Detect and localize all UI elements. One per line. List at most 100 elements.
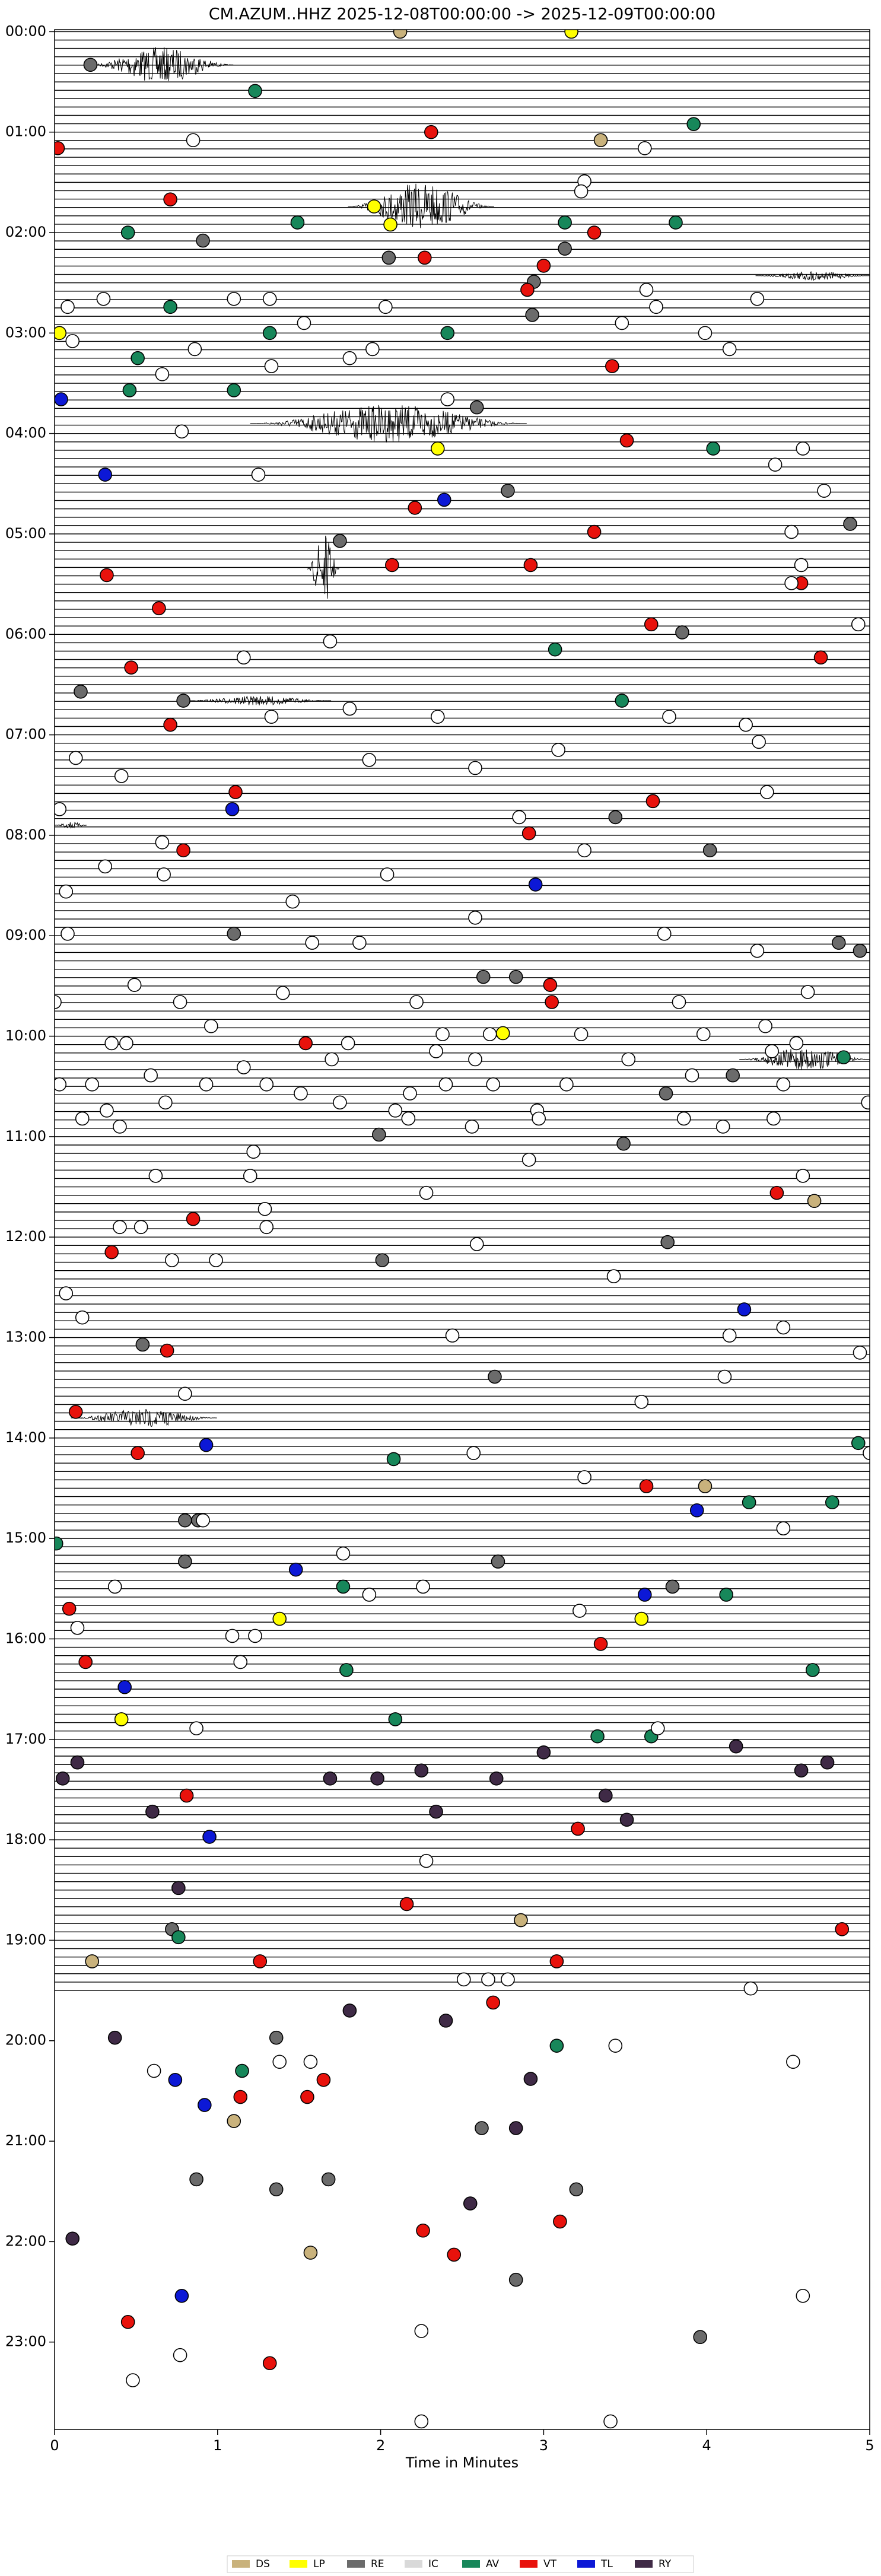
event-marker xyxy=(722,342,737,357)
event-marker xyxy=(514,1913,528,1928)
event-marker xyxy=(399,1897,414,1912)
event-marker xyxy=(835,1922,850,1936)
event-marker xyxy=(297,316,311,330)
event-marker xyxy=(113,1120,127,1134)
event-marker xyxy=(440,326,455,341)
event-marker xyxy=(820,1755,835,1770)
event-marker xyxy=(85,1077,100,1092)
event-marker xyxy=(843,517,857,531)
event-marker xyxy=(257,1201,272,1216)
event-marker xyxy=(696,1027,711,1041)
event-marker xyxy=(853,1346,867,1360)
event-marker xyxy=(469,400,484,415)
event-marker xyxy=(593,1637,608,1651)
y-tick-label: 12:00 xyxy=(5,1228,46,1245)
event-marker xyxy=(784,576,799,590)
event-marker xyxy=(662,710,676,724)
event-marker xyxy=(469,1237,484,1251)
event-marker xyxy=(825,1495,839,1509)
event-marker xyxy=(126,2373,140,2387)
event-marker xyxy=(55,1772,70,1786)
event-marker xyxy=(70,1755,85,1770)
event-marker xyxy=(248,1629,262,1643)
event-marker xyxy=(157,867,171,882)
event-marker xyxy=(571,1821,585,1836)
legend-label: LP xyxy=(313,2558,325,2570)
y-tick-label: 21:00 xyxy=(5,2132,46,2149)
event-marker xyxy=(719,1588,733,1602)
event-marker xyxy=(545,995,559,1009)
event-marker xyxy=(342,351,357,365)
y-tick-label: 02:00 xyxy=(5,224,46,240)
event-marker xyxy=(853,943,867,958)
event-marker xyxy=(55,1536,63,1551)
event-marker xyxy=(659,1086,673,1101)
event-marker xyxy=(414,1763,429,1778)
event-marker xyxy=(645,794,660,809)
event-marker xyxy=(669,215,683,230)
event-marker xyxy=(577,1470,591,1484)
event-marker xyxy=(178,1513,192,1528)
event-marker xyxy=(440,392,455,406)
event-marker xyxy=(619,433,634,448)
event-marker xyxy=(342,2003,357,2018)
event-marker xyxy=(236,650,251,665)
event-marker xyxy=(776,1521,791,1536)
event-marker xyxy=(605,359,619,374)
event-marker xyxy=(189,1721,203,1735)
y-tick-label: 07:00 xyxy=(5,726,46,743)
event-marker xyxy=(414,2414,429,2429)
event-marker xyxy=(606,1269,621,1284)
event-marker xyxy=(362,753,377,767)
legend-label: DS xyxy=(256,2558,270,2570)
event-marker xyxy=(551,743,565,757)
event-marker xyxy=(196,233,210,248)
event-marker xyxy=(381,250,396,265)
event-marker xyxy=(863,1446,870,1461)
legend-swatch xyxy=(347,2560,365,2568)
event-marker xyxy=(259,1077,274,1092)
event-marker xyxy=(435,1027,450,1041)
event-marker xyxy=(672,995,686,1009)
event-marker xyxy=(456,1972,471,1987)
event-marker xyxy=(228,785,243,799)
y-tick-label: 06:00 xyxy=(5,625,46,642)
event-marker xyxy=(196,1513,210,1528)
event-marker xyxy=(475,2121,489,2135)
event-marker xyxy=(796,2289,810,2303)
event-marker xyxy=(163,300,177,314)
event-marker xyxy=(486,1077,501,1092)
event-marker xyxy=(447,2247,462,2262)
event-marker xyxy=(78,1655,93,1669)
event-marker xyxy=(160,1343,174,1358)
event-marker xyxy=(634,1611,649,1626)
event-marker xyxy=(55,1077,67,1092)
event-marker xyxy=(120,225,135,240)
event-marker xyxy=(650,1721,665,1735)
legend-swatch xyxy=(635,2560,653,2568)
event-marker xyxy=(59,1286,74,1300)
event-marker xyxy=(419,1185,434,1200)
y-tick-label: 10:00 xyxy=(5,1028,46,1044)
event-marker xyxy=(437,492,451,507)
event-marker xyxy=(227,2114,241,2128)
event-marker xyxy=(831,936,846,950)
event-marker xyxy=(657,927,672,941)
event-marker xyxy=(851,1436,866,1451)
event-marker xyxy=(119,1036,133,1051)
event-marker xyxy=(248,84,262,98)
waveform-burst xyxy=(55,822,87,829)
event-marker xyxy=(717,1369,732,1384)
event-marker xyxy=(74,685,88,699)
event-marker xyxy=(262,291,277,306)
waveform-burst xyxy=(71,1408,217,1427)
event-marker xyxy=(621,1052,636,1067)
event-marker xyxy=(637,1588,652,1602)
event-marker xyxy=(300,2090,314,2104)
event-marker xyxy=(173,995,187,1009)
legend-label: TL xyxy=(600,2558,613,2570)
event-marker xyxy=(333,1095,347,1110)
event-marker xyxy=(55,995,62,1009)
event-marker xyxy=(715,1120,730,1134)
legend-swatch xyxy=(577,2560,595,2568)
